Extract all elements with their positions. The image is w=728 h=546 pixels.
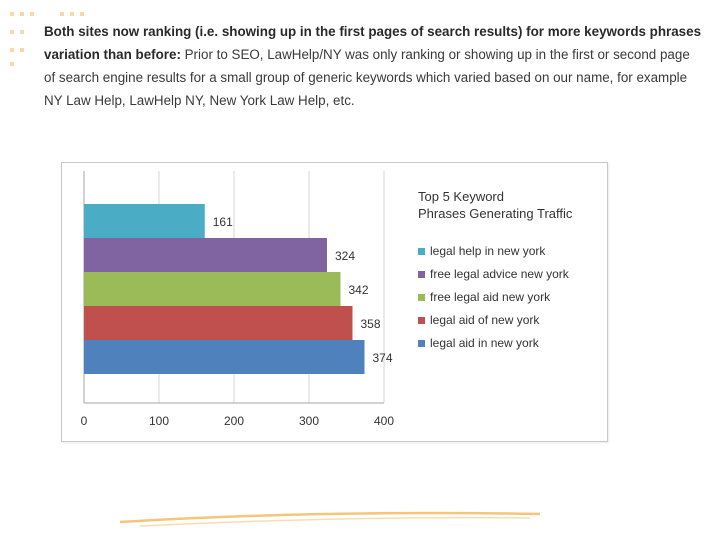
legend-label: legal aid in new york [430,336,540,350]
legend-swatch [418,340,425,347]
legend-swatch [418,271,425,278]
bar [84,306,353,340]
bar-value-label: 324 [335,249,355,263]
bar [84,272,341,306]
legend-label: legal help in new york [430,244,546,258]
keyword-chart: 0 100 200 300 400 161 324 342 358 374 Top 5 Keywor… [61,162,608,442]
x-tick-label: 200 [224,414,244,428]
description-paragraph: Both sites now ranking (i.e. showing up … [44,20,704,112]
x-tick-label: 100 [149,414,169,428]
bar-value-label: 374 [373,351,393,365]
x-tick-label: 400 [374,414,394,428]
bar-value-label: 358 [361,317,381,331]
chart-canvas: 0 100 200 300 400 161 324 342 358 374 Top 5 Keywor… [81,171,573,428]
bar [84,204,205,238]
bar [84,340,365,374]
bar-value-label: 342 [349,283,369,297]
legend-label: free legal aid new york [430,290,551,304]
paragraph-body: Prior to SEO, LawHelp/NY was only rankin… [44,47,690,108]
decorative-dot-grid [10,12,84,66]
bar-value-label: 161 [213,215,233,229]
bar [84,238,327,272]
legend-label: free legal advice new york [430,267,570,281]
x-tick-label: 0 [81,414,88,428]
legend-label: legal aid of new york [430,313,540,327]
legend-swatch [418,294,425,301]
decorative-swoosh [120,511,540,527]
legend-swatch [418,248,425,255]
chart-title: Top 5 Keyword Phrases Generating Traffic [418,189,573,221]
legend-swatch [418,317,425,324]
x-tick-label: 300 [299,414,319,428]
paragraph-bold-lead: Both sites now ranking (i.e. showing up … [44,24,702,62]
